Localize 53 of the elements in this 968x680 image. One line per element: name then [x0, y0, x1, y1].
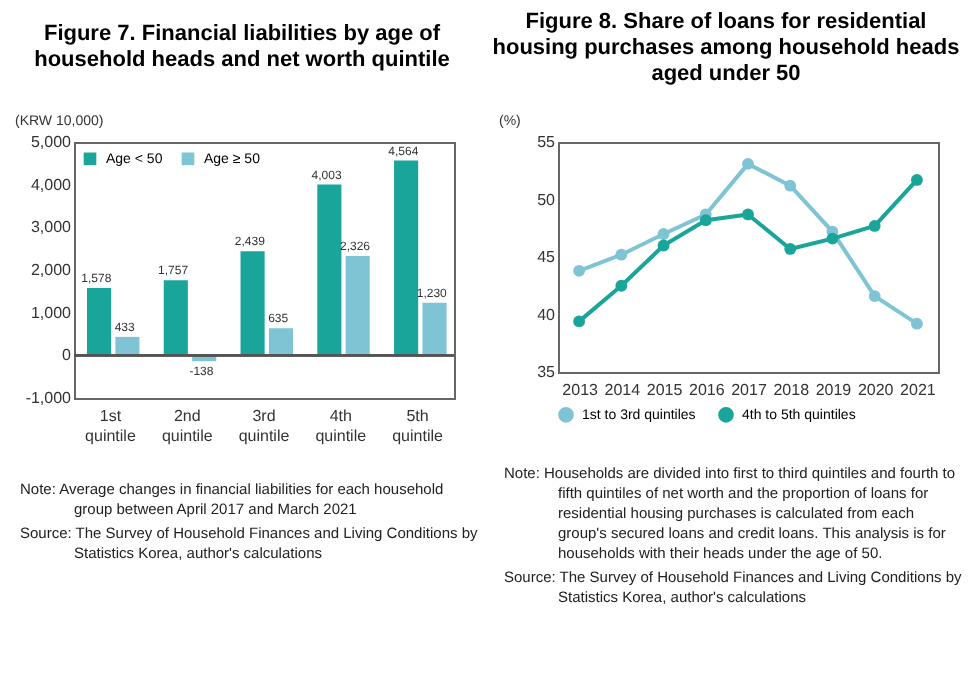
point	[573, 264, 586, 277]
point	[868, 220, 881, 232]
x-tick-label: 2020	[857, 381, 895, 399]
x-tick-label: 3rd quintile	[238, 407, 291, 445]
point	[784, 179, 797, 192]
bar	[163, 280, 188, 356]
point	[742, 157, 754, 170]
y-tick-label: 5,000	[30, 133, 73, 151]
y-tick-label: 40	[537, 305, 557, 324]
point	[615, 279, 628, 292]
point	[868, 290, 881, 302]
y-tick-label: 45	[537, 248, 557, 266]
x-tick-label: 2018	[773, 381, 811, 399]
point	[657, 239, 670, 252]
bar	[115, 336, 140, 356]
bar	[394, 160, 419, 356]
y-tick-label: 4,000	[30, 175, 73, 194]
x-tick-label: 2015	[646, 381, 684, 399]
x-tick-label: 5th quintile	[392, 407, 444, 445]
point	[742, 208, 754, 221]
x-tick-label: 2nd quintile	[161, 407, 214, 445]
x-tick-label: 2021	[900, 381, 937, 399]
chart-title: Figure 8. Share of loans for residential housing purchases among household heads aged under 50	[490, 8, 962, 88]
point	[784, 243, 797, 255]
y-tick-label: 2,000	[30, 261, 73, 279]
x-tick-label: 4th quintile	[315, 407, 368, 445]
bar	[268, 328, 294, 356]
y-tick-label: 3,000	[30, 218, 73, 237]
bar	[422, 302, 447, 356]
chart-title: Figure 7. Financial liabilities by age of household heads and net worth quintile	[32, 20, 452, 76]
point	[826, 232, 839, 245]
y-tick-label: 55	[537, 133, 557, 151]
bar	[345, 256, 370, 356]
point	[657, 228, 670, 240]
y-tick-label: -1,000	[25, 389, 73, 407]
x-tick-label: 1st quintile	[85, 407, 137, 445]
bar	[86, 288, 112, 356]
y-tick-label: 35	[537, 363, 557, 381]
x-tick-label: 2014	[604, 381, 642, 399]
point	[910, 317, 923, 330]
y-tick-label: 0	[62, 346, 73, 365]
point	[910, 174, 923, 186]
y-tick-label: 1,000	[30, 303, 73, 322]
bar	[317, 184, 342, 356]
x-tick-label: 2016	[688, 381, 726, 399]
x-tick-label: 2017	[731, 381, 768, 399]
bar	[240, 251, 265, 356]
x-tick-label: 2019	[815, 381, 853, 399]
point	[615, 248, 628, 261]
x-tick-label: 2013	[562, 381, 600, 399]
point	[573, 315, 586, 328]
y-tick-label: 50	[537, 190, 557, 209]
point	[699, 214, 712, 227]
